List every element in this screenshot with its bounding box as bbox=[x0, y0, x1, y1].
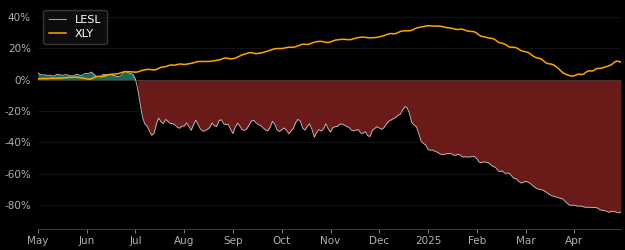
XLY bbox=[211, 59, 218, 62]
LESL bbox=[122, 70, 130, 73]
XLY bbox=[617, 61, 624, 64]
XLY bbox=[46, 77, 53, 80]
XLY bbox=[424, 24, 432, 27]
XLY bbox=[34, 77, 42, 80]
LESL bbox=[617, 210, 624, 214]
XLY bbox=[408, 29, 416, 32]
LESL bbox=[408, 121, 416, 124]
LESL bbox=[445, 152, 452, 155]
LESL bbox=[46, 74, 53, 77]
LESL bbox=[499, 169, 506, 172]
LESL bbox=[606, 211, 613, 214]
LESL bbox=[615, 212, 622, 214]
XLY bbox=[448, 27, 455, 30]
LESL bbox=[211, 124, 218, 127]
Legend: LESL, XLY: LESL, XLY bbox=[43, 10, 107, 44]
LESL bbox=[34, 71, 42, 74]
Line: LESL: LESL bbox=[38, 72, 621, 213]
XLY bbox=[608, 63, 615, 66]
Line: XLY: XLY bbox=[38, 26, 621, 79]
XLY bbox=[85, 78, 92, 81]
XLY bbox=[501, 43, 509, 46]
